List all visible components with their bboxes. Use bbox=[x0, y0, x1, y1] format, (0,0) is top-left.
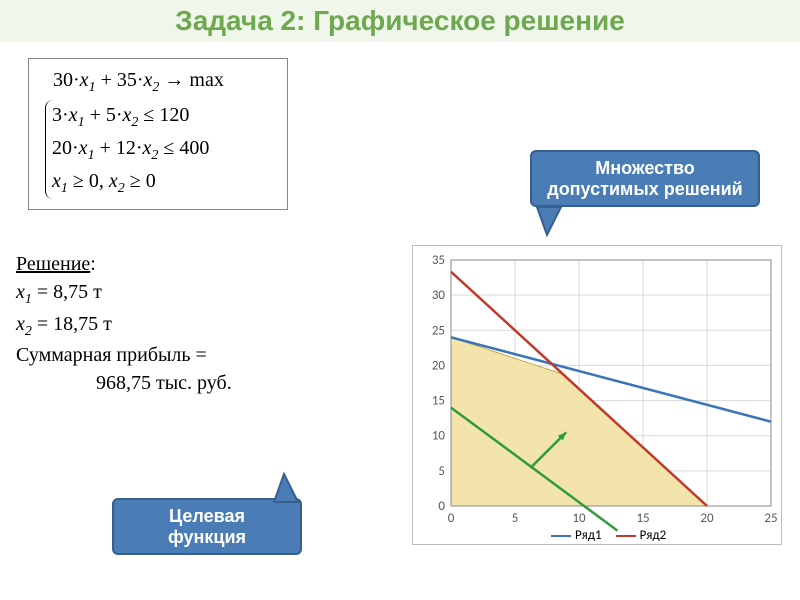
chart-legend: Ряд1 Ряд2 bbox=[551, 528, 666, 543]
formula-box: 30·x1 + 35·x2 → max 3·x1 + 5·x2 ≤ 12020·… bbox=[28, 58, 288, 210]
page-title: Задача 2: Графическое решение bbox=[0, 0, 800, 42]
title-text: Задача 2: Графическое решение bbox=[175, 5, 625, 36]
svg-text:0: 0 bbox=[438, 499, 445, 514]
svg-text:25: 25 bbox=[432, 323, 445, 338]
legend-item: Ряд2 bbox=[616, 528, 667, 543]
solution-lines: x1 = 8,75 тx2 = 18,75 тСуммарная прибыль… bbox=[16, 278, 232, 397]
solution-header: Решение bbox=[16, 253, 90, 275]
svg-text:20: 20 bbox=[432, 358, 446, 373]
svg-text:35: 35 bbox=[432, 253, 445, 268]
chart-container: 0 5 10 15 20 25 30 35 0 5 10 15 20 25 Ряд1 Ряд2 bbox=[412, 245, 782, 545]
chart-svg: 0 5 10 15 20 25 30 35 0 5 10 15 20 25 bbox=[413, 246, 783, 546]
svg-text:10: 10 bbox=[432, 429, 446, 444]
callout-feasible-l2: допустимых решений bbox=[547, 179, 742, 199]
svg-text:0: 0 bbox=[448, 511, 455, 526]
objective-fn: 30·x1 + 35·x2 → max bbox=[43, 65, 273, 98]
svg-text:5: 5 bbox=[512, 511, 519, 526]
constraints-list: 3·x1 + 5·x2 ≤ 12020·x1 + 12·x2 ≤ 400x1 ≥… bbox=[45, 100, 273, 199]
callout-feasible-l1: Множество bbox=[595, 158, 695, 178]
svg-text:5: 5 bbox=[438, 464, 445, 479]
svg-text:15: 15 bbox=[432, 394, 445, 409]
svg-text:10: 10 bbox=[572, 511, 586, 526]
callout-objective-fn: Целевая функция bbox=[112, 498, 302, 555]
callout-objective-l1: Целевая функция bbox=[168, 506, 246, 547]
callout-tail-icon bbox=[264, 444, 324, 504]
svg-text:15: 15 bbox=[636, 511, 649, 526]
svg-text:20: 20 bbox=[700, 511, 714, 526]
callout-feasible-region: Множество допустимых решений bbox=[530, 150, 760, 207]
solution-block: Решение: x1 = 8,75 тx2 = 18,75 тСуммарна… bbox=[16, 250, 232, 397]
svg-text:25: 25 bbox=[764, 511, 777, 526]
svg-text:30: 30 bbox=[432, 288, 446, 303]
legend-item: Ряд1 bbox=[551, 528, 602, 543]
